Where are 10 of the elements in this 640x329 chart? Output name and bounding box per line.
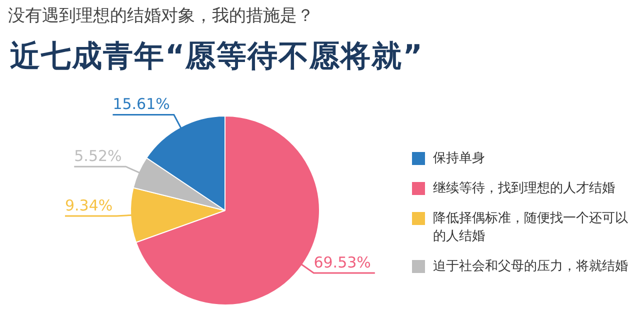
- data-label: 15.61%: [112, 95, 170, 114]
- data-label: 69.53%: [314, 253, 371, 272]
- legend-label: 降低择偶标准，随便找一个还可以的人结婚: [433, 210, 629, 246]
- legend-label: 保持单身: [433, 150, 485, 168]
- legend-label: 继续等待，找到理想的人才结婚: [433, 180, 615, 198]
- chart-subtitle: 近七成青年“愿等待不愿将就”: [10, 38, 424, 76]
- data-label: 9.34%: [64, 196, 113, 214]
- data-label: 5.52%: [74, 146, 122, 165]
- legend-label: 迫于社会和父母的压力，将就结婚: [433, 258, 628, 276]
- chart-title: 没有遇到理想的结婚对象，我的措施是？: [8, 5, 314, 27]
